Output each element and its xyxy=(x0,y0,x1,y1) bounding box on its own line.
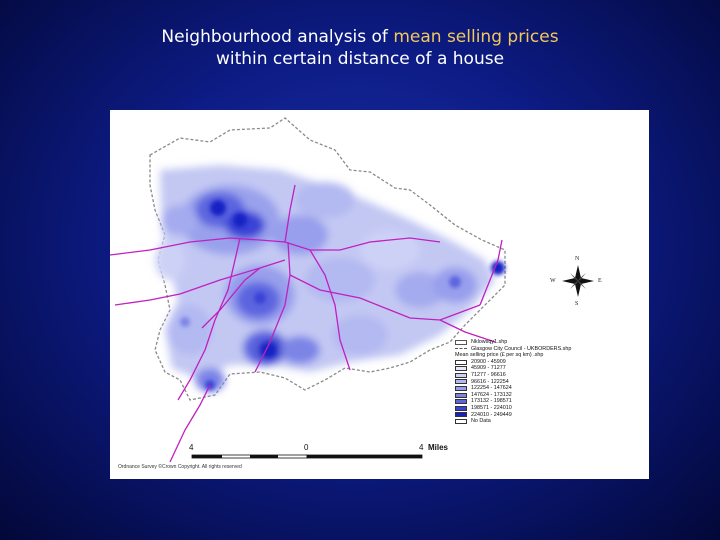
legend-class-row: 198571 - 224010 xyxy=(455,405,573,412)
scale-bar xyxy=(191,454,423,459)
title-line-1: Neighbourhood analysis of mean selling p… xyxy=(0,26,720,48)
scale-label-left: 4 xyxy=(189,443,194,452)
scale-label-unit: Miles xyxy=(428,443,449,452)
legend-class-label: 96616 - 122254 xyxy=(471,378,509,385)
north-arrow xyxy=(562,265,594,297)
map-legend: Nklowsqy1.shp Glasgow City Council - UKB… xyxy=(455,339,573,425)
legend-swatch xyxy=(455,392,467,398)
road-network xyxy=(110,184,503,463)
legend-class-list: 20900 - 45909 45909 - 71277 71277 - 96616 9… xyxy=(455,359,573,425)
legend-class-label: 122254 - 147624 xyxy=(471,385,512,392)
legend-swatch xyxy=(455,366,467,372)
legend-class-label: 147624 - 173132 xyxy=(471,391,512,398)
legend-class-row: 71277 - 96616 xyxy=(455,372,573,379)
compass-n-label: N xyxy=(575,256,580,262)
legend-class-row: No Data xyxy=(455,418,573,425)
legend-class-label: 71277 - 96616 xyxy=(471,371,506,378)
legend-swatch xyxy=(455,399,467,405)
scale-label-mid: 0 xyxy=(304,443,309,452)
legend-swatch xyxy=(455,359,467,365)
legend-class-row: 147624 - 173132 xyxy=(455,392,573,399)
legend-class-row: 173132 - 198571 xyxy=(455,398,573,405)
price-hotspots xyxy=(180,200,505,390)
legend-swatch xyxy=(455,418,467,424)
compass-s-label: S xyxy=(575,301,579,307)
legend-layer-row: Glasgow City Council - UKBORDERS.shp xyxy=(455,346,573,353)
compass-e-label: E xyxy=(598,278,602,284)
legend-heading: Mean selling price (£ per sq km) .shp xyxy=(455,352,544,359)
legend-class-label: 173132 - 198571 xyxy=(471,398,512,405)
legend-class-row: 96616 - 122254 xyxy=(455,379,573,386)
legend-class-row: 224010 - 249449 xyxy=(455,412,573,419)
copyright-notice: Ordnance Survey ©Crown Copyright. All ri… xyxy=(118,464,242,470)
city-boundary xyxy=(149,117,506,401)
map-canvas xyxy=(110,117,594,463)
legend-class-label: 224010 - 249449 xyxy=(471,411,512,418)
legend-swatch xyxy=(455,379,467,385)
legend-layer-row: Nklowsqy1.shp xyxy=(455,339,573,346)
title-prefix: Neighbourhood analysis of xyxy=(161,27,394,47)
legend-class-label: No Data xyxy=(471,418,491,425)
legend-class-label: 198571 - 224010 xyxy=(471,404,512,411)
legend-layer-label: Glasgow City Council - UKBORDERS.shp xyxy=(471,345,572,352)
legend-class-row: 20900 - 45909 xyxy=(455,359,573,366)
legend-swatch xyxy=(455,372,467,378)
map-panel: N W E S 4 0 4 Miles Nklowsqy1.shp Glasgo… xyxy=(110,110,649,479)
legend-boundary-swatch xyxy=(455,348,467,350)
price-surface xyxy=(155,165,495,392)
legend-class-label: 20900 - 45909 xyxy=(471,358,506,365)
slide-title: Neighbourhood analysis of mean selling p… xyxy=(0,26,720,70)
legend-class-row: 122254 - 147624 xyxy=(455,385,573,392)
legend-swatch xyxy=(455,385,467,391)
legend-swatch xyxy=(455,412,467,418)
compass-w-label: W xyxy=(550,278,556,284)
scale-label-right: 4 xyxy=(419,443,424,452)
title-line-2: within certain distance of a house xyxy=(215,49,505,69)
legend-swatch xyxy=(455,405,467,411)
legend-line-swatch xyxy=(455,339,467,345)
title-highlight: mean selling prices xyxy=(393,27,559,47)
legend-class-label: 45909 - 71277 xyxy=(471,365,506,372)
legend-class-row: 45909 - 71277 xyxy=(455,365,573,372)
legend-layer-label: Nklowsqy1.shp xyxy=(471,339,508,345)
